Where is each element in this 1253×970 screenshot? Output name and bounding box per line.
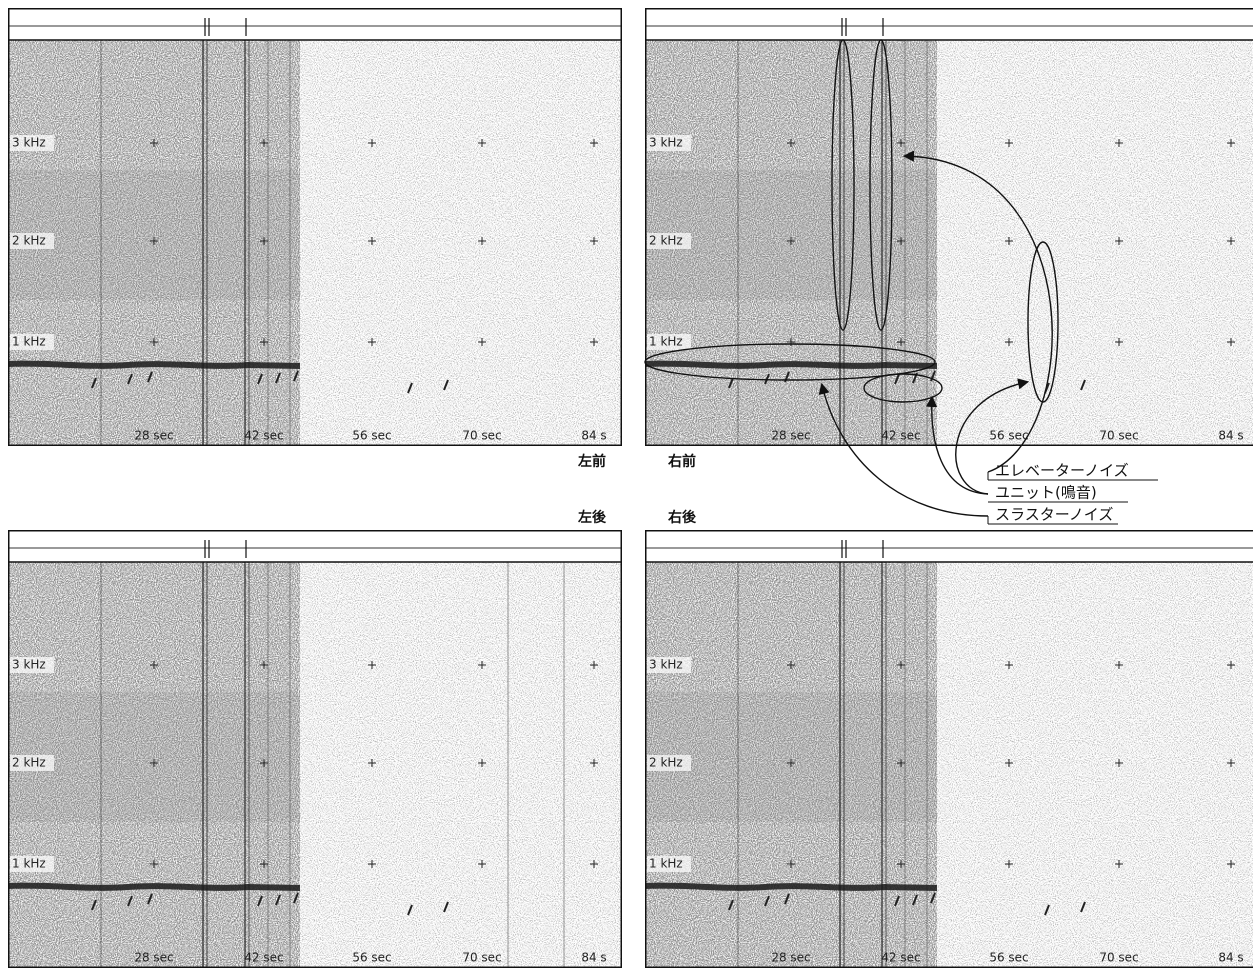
annotation: エレベーターノイズ xyxy=(995,462,1129,480)
page: {"panels": [ {"label": "左前", "y_labels":… xyxy=(0,0,1253,970)
x-label: 84 s xyxy=(581,429,606,443)
panel-label: 右前 xyxy=(667,453,696,470)
spectrogram-panel: 3 kHz 2 kHz 1 kHz 28 sec 42 sec 56 sec 70 sec 8… xyxy=(645,8,1253,446)
panel-label: 左前 xyxy=(577,453,606,470)
x-label: 84 s xyxy=(581,951,606,965)
annotation: スラスターノイズ xyxy=(995,506,1113,524)
y-label: 3 kHz xyxy=(12,136,46,150)
x-label: 56 sec xyxy=(989,429,1028,443)
x-label: 70 sec xyxy=(462,429,501,443)
y-label: 2 kHz xyxy=(649,756,683,770)
x-label: 28 sec xyxy=(134,951,173,965)
figure: 3 kHz 2 kHz 1 kHz 28 sec 42 sec 56 sec 70 sec 8… xyxy=(0,0,1253,970)
annotation: ユニット(鳴音) xyxy=(995,484,1097,502)
x-label: 28 sec xyxy=(771,951,810,965)
x-label: 70 sec xyxy=(462,951,501,965)
y-label: 1 kHz xyxy=(12,335,46,349)
header-strip xyxy=(8,530,622,562)
y-label: 3 kHz xyxy=(649,136,683,150)
header-strip xyxy=(8,8,622,40)
tone-band xyxy=(8,886,300,888)
panel-label: 右後 xyxy=(667,509,697,526)
x-label: 42 sec xyxy=(244,429,283,443)
spectrogram-panel: 3 kHz 2 kHz 1 kHz 28 sec 42 sec 56 sec 70 sec 8… xyxy=(645,530,1253,968)
y-label: 2 kHz xyxy=(12,234,46,248)
x-label: 70 sec xyxy=(1099,429,1138,443)
header-strip xyxy=(645,8,1253,40)
tone-band xyxy=(8,364,300,366)
tone-band xyxy=(645,886,937,888)
x-label: 84 s xyxy=(1218,429,1243,443)
y-label: 3 kHz xyxy=(12,658,46,672)
x-label: 70 sec xyxy=(1099,951,1138,965)
tone-band xyxy=(645,364,937,366)
spectrogram-panel: 3 kHz 2 kHz 1 kHz 28 sec 42 sec 56 sec 70 sec 8… xyxy=(8,8,622,446)
panel-label: 左後 xyxy=(577,509,607,526)
x-label: 56 sec xyxy=(989,951,1028,965)
x-label: 56 sec xyxy=(352,951,391,965)
x-label: 84 s xyxy=(1218,951,1243,965)
y-label: 1 kHz xyxy=(12,857,46,871)
y-label: 1 kHz xyxy=(649,857,683,871)
y-label: 2 kHz xyxy=(12,756,46,770)
y-label: 3 kHz xyxy=(649,658,683,672)
header-strip xyxy=(645,530,1253,562)
x-label: 28 sec xyxy=(134,429,173,443)
x-label: 28 sec xyxy=(771,429,810,443)
x-label: 42 sec xyxy=(244,951,283,965)
y-label: 1 kHz xyxy=(649,335,683,349)
spectrogram-panel: 3 kHz 2 kHz 1 kHz 28 sec 42 sec 56 sec 70 sec 8… xyxy=(8,530,622,968)
x-label: 56 sec xyxy=(352,429,391,443)
y-label: 2 kHz xyxy=(649,234,683,248)
x-label: 42 sec xyxy=(881,951,920,965)
x-label: 42 sec xyxy=(881,429,920,443)
